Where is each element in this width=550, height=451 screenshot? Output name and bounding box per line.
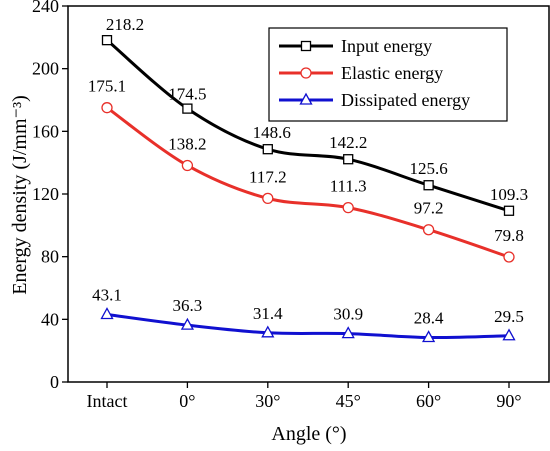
y-tick-label: 0 bbox=[50, 372, 59, 392]
x-tick-label: 90° bbox=[496, 391, 521, 411]
data-label: 142.2 bbox=[329, 133, 367, 152]
series-line bbox=[106, 106, 510, 259]
data-point bbox=[422, 224, 435, 236]
data-point bbox=[100, 307, 114, 320]
legend-marker bbox=[300, 67, 312, 79]
data-label: 31.4 bbox=[253, 304, 283, 323]
y-axis-title: Energy density (J/mm⁻³) bbox=[9, 95, 31, 295]
data-label: 125.6 bbox=[409, 159, 447, 178]
series-elastic-energy: 175.1 138.2 117.2 111.3 97.2 79.8 bbox=[88, 77, 524, 263]
data-point bbox=[182, 103, 193, 114]
data-point bbox=[101, 35, 113, 46]
legend-label: Elastic energy bbox=[341, 63, 443, 83]
data-label: 109.3 bbox=[490, 185, 528, 204]
data-label: 218.2 bbox=[106, 15, 144, 34]
data-point bbox=[262, 144, 273, 155]
legend-item: Elastic energy bbox=[279, 63, 443, 83]
legend-label: Dissipated energy bbox=[341, 90, 470, 110]
data-label: 111.3 bbox=[330, 177, 367, 196]
data-label: 28.4 bbox=[414, 309, 444, 328]
series-line bbox=[106, 312, 510, 340]
x-tick-label: 45° bbox=[336, 391, 361, 411]
data-label: 36.3 bbox=[173, 296, 203, 315]
legend: Input energy Elastic energy Dissipated ene… bbox=[268, 27, 508, 122]
x-tick-label: 30° bbox=[255, 391, 280, 411]
data-label: 175.1 bbox=[88, 77, 126, 96]
data-label: 97.2 bbox=[414, 199, 444, 218]
y-tick-label: 80 bbox=[41, 247, 59, 267]
series-line bbox=[106, 39, 510, 213]
data-label: 43.1 bbox=[92, 285, 122, 304]
plot-area: 0 40 80 120 160 200 240 Intact 0° 30° 45° 60° 90° 218… bbox=[32, 0, 550, 411]
legend-marker bbox=[299, 92, 313, 105]
data-label: 174.5 bbox=[168, 85, 206, 104]
data-point bbox=[502, 328, 516, 341]
y-tick-label: 200 bbox=[32, 59, 59, 79]
legend-marker bbox=[300, 40, 312, 52]
data-point bbox=[422, 330, 436, 343]
y-tick-label: 120 bbox=[32, 184, 59, 204]
data-label: 117.2 bbox=[249, 167, 287, 186]
data-point bbox=[342, 201, 354, 214]
data-label: 29.5 bbox=[494, 307, 524, 326]
y-tick-label: 40 bbox=[41, 309, 59, 329]
data-point bbox=[261, 325, 275, 338]
data-label: 148.6 bbox=[253, 123, 291, 142]
legend-label: Input energy bbox=[341, 36, 432, 56]
data-label: 30.9 bbox=[333, 305, 363, 324]
legend-item: Dissipated energy bbox=[279, 90, 470, 110]
series-input-energy: 218.2 174.5 148.6 142.2 125.6 109.3 bbox=[101, 15, 528, 216]
data-point bbox=[341, 326, 355, 339]
x-tick-label: 0° bbox=[179, 391, 195, 411]
x-tick-label: Intact bbox=[87, 391, 128, 411]
data-point bbox=[423, 180, 434, 191]
data-point bbox=[181, 159, 194, 172]
y-tick-label: 240 bbox=[32, 0, 59, 16]
x-tick-label: 60° bbox=[416, 391, 441, 411]
data-point bbox=[503, 205, 515, 216]
data-label: 138.2 bbox=[168, 134, 206, 153]
series-dissipated-energy: 43.1 36.3 31.4 30.9 28.4 29.5 bbox=[92, 285, 524, 343]
data-label: 79.8 bbox=[494, 226, 524, 245]
x-axis-title: Angle (°) bbox=[271, 423, 346, 445]
y-tick-label: 160 bbox=[32, 121, 59, 141]
data-point bbox=[503, 251, 515, 263]
data-point bbox=[262, 192, 274, 205]
data-point bbox=[343, 154, 354, 165]
data-point bbox=[180, 317, 194, 330]
legend-item: Input energy bbox=[279, 36, 432, 56]
data-point bbox=[101, 102, 113, 114]
